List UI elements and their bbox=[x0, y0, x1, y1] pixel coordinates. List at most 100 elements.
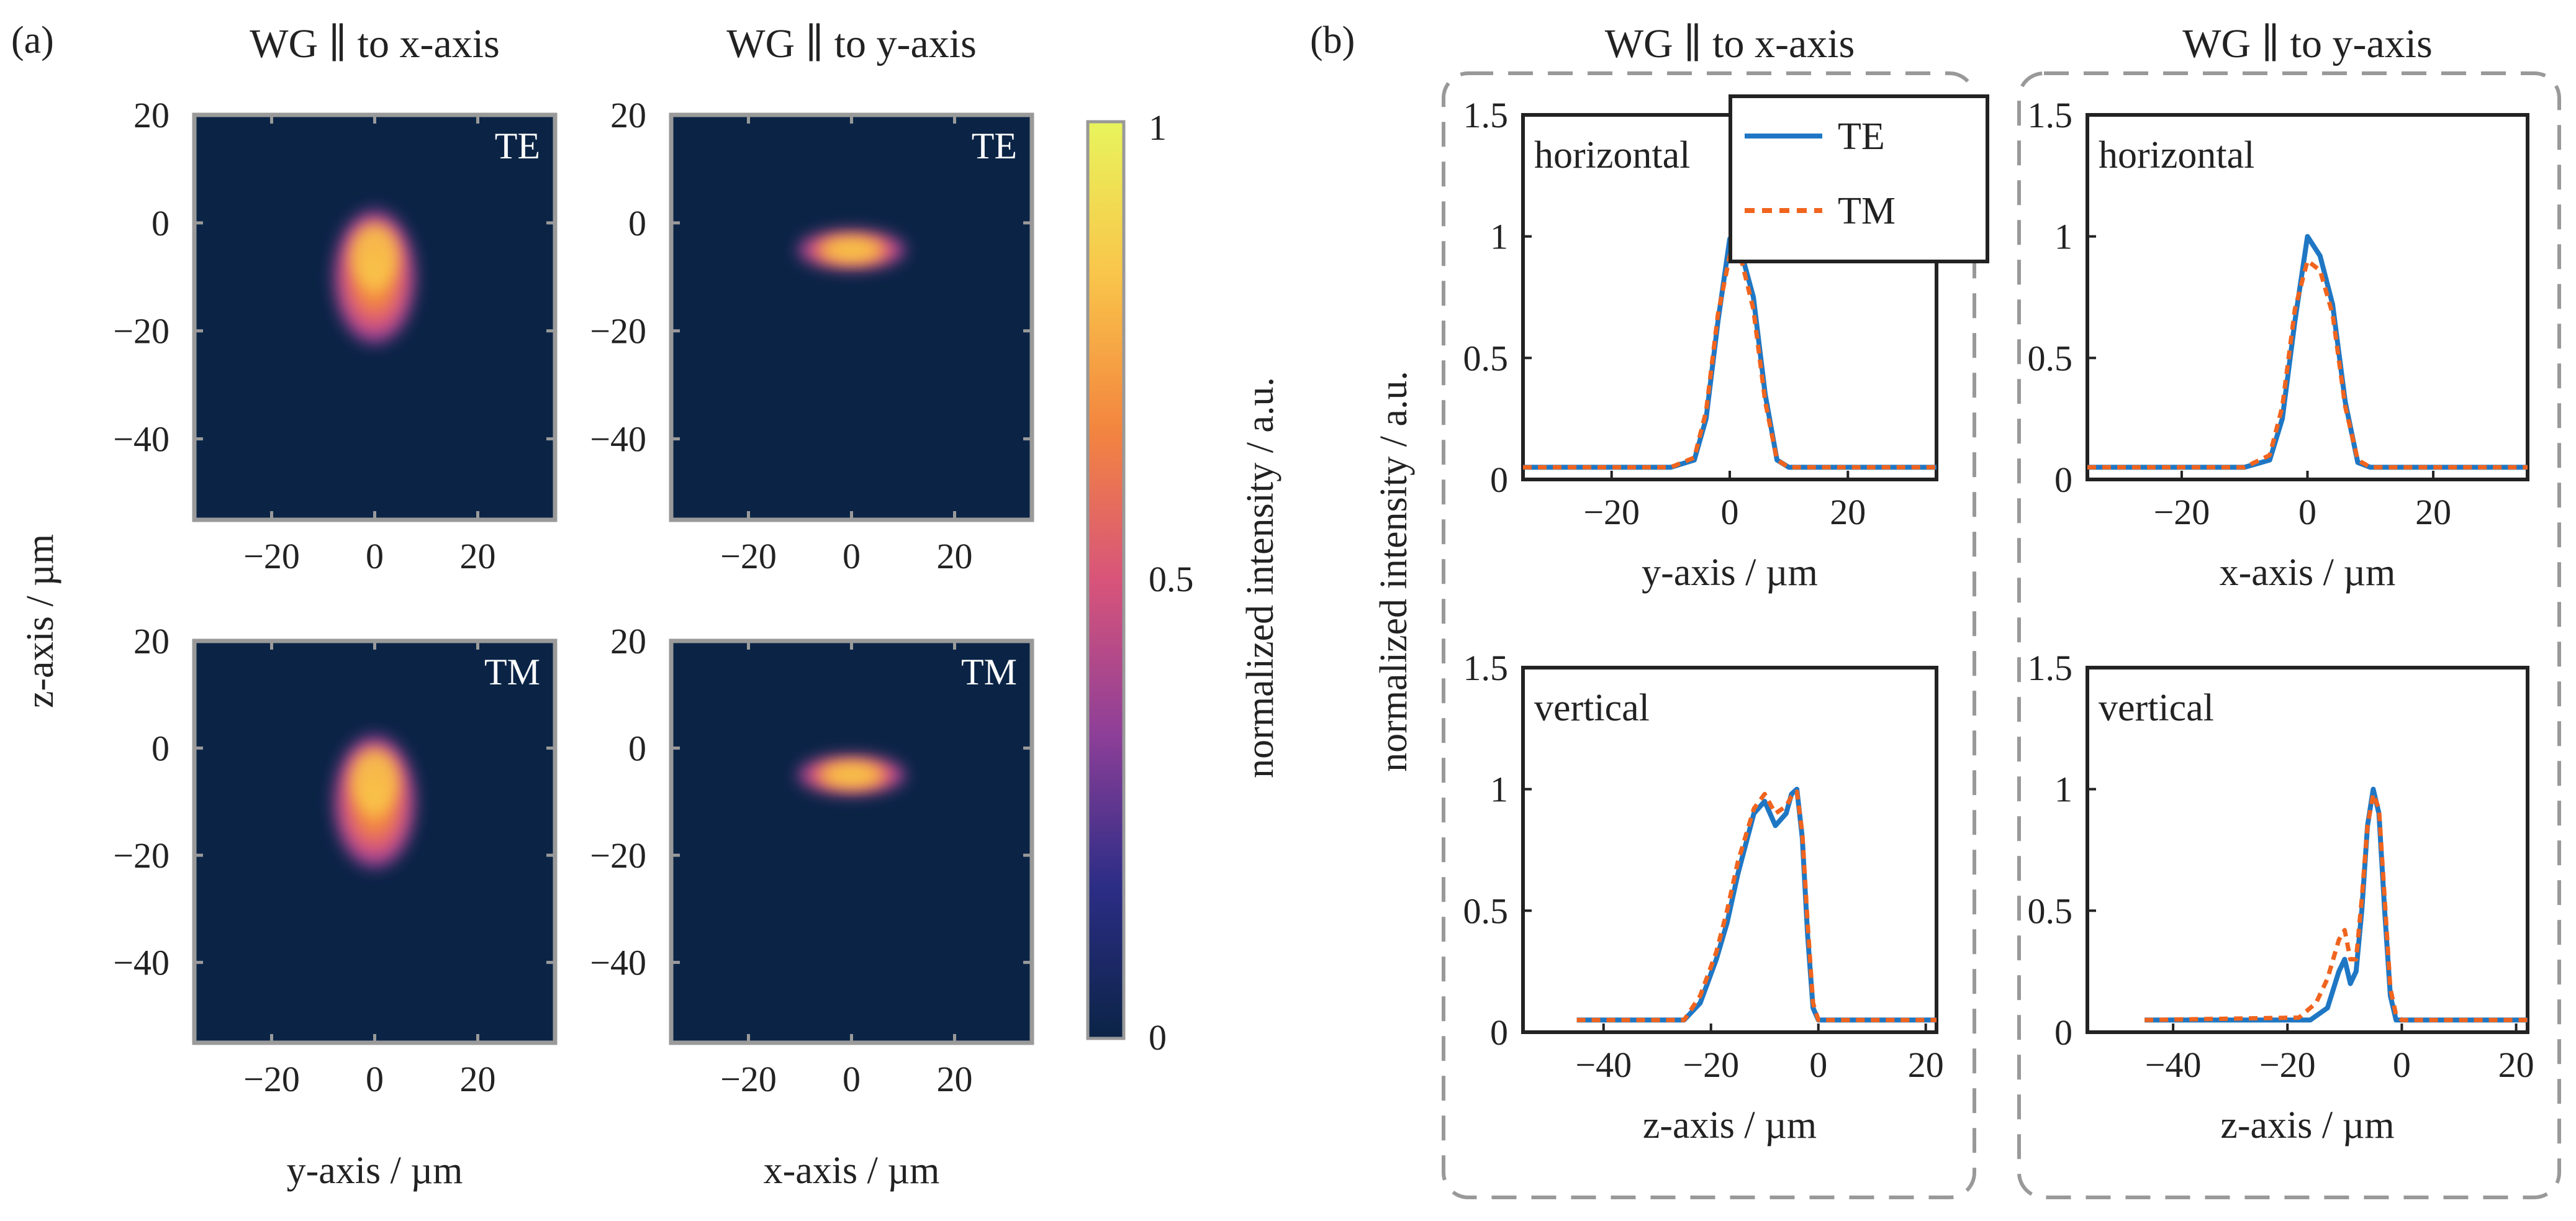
y-tick-label: 0 bbox=[1490, 460, 1508, 500]
group-box-wg-y bbox=[2017, 71, 2561, 1199]
heatmap-xlabel: y-axis / µm bbox=[287, 1150, 463, 1192]
x-tick-label: 20 bbox=[1908, 1045, 1944, 1085]
x-tick-label: −20 bbox=[243, 536, 300, 576]
y-tick-label: −40 bbox=[113, 419, 169, 460]
panel-b-ylabel: normalized intensity / a.u. bbox=[1373, 371, 1415, 772]
corner-label: TM bbox=[961, 651, 1017, 692]
series-line-tm bbox=[2087, 258, 2528, 470]
y-tick-label: 20 bbox=[610, 621, 646, 661]
y-tick-label: −20 bbox=[590, 835, 646, 876]
y-tick-label: 0 bbox=[2054, 460, 2072, 500]
x-tick-label: 20 bbox=[937, 1059, 973, 1099]
y-tick-label: 0 bbox=[628, 203, 646, 243]
y-tick-label: 20 bbox=[610, 95, 646, 135]
x-tick-label: −20 bbox=[720, 536, 777, 576]
y-tick-label: 0 bbox=[151, 203, 169, 243]
y-tick-label: 0.5 bbox=[1463, 891, 1509, 931]
chart-3: −20 0 20 20 0 −20 −40 TM x-axis / µm bbox=[590, 621, 1034, 1192]
heatmap-title: WG ∥ to y-axis bbox=[726, 21, 977, 66]
y-tick-label: 1 bbox=[1490, 769, 1508, 810]
y-tick-label: 1.5 bbox=[2028, 95, 2073, 135]
chart-7: −40 −20 0 20 0 0.5 1 1.5 vertical z-axis / µm bbox=[2028, 648, 2534, 1146]
x-tick-label: −20 bbox=[1583, 492, 1640, 532]
x-tick-label: 0 bbox=[1721, 492, 1739, 532]
plot-xlabel: y-axis / µm bbox=[1642, 551, 1818, 594]
series-line-tm bbox=[1576, 789, 1937, 1022]
intensity-peak bbox=[820, 238, 883, 261]
y-tick-label: −20 bbox=[113, 311, 169, 352]
heatmap-background bbox=[671, 115, 1032, 520]
corner-label: TM bbox=[484, 651, 540, 692]
y-tick-label: 1.5 bbox=[2028, 648, 2073, 688]
x-tick-label: −40 bbox=[2145, 1045, 2202, 1085]
y-tick-label: 1 bbox=[2054, 217, 2072, 257]
inside-label: horizontal bbox=[1534, 134, 1690, 176]
plot-xlabel: x-axis / µm bbox=[2220, 551, 2396, 594]
y-tick-label: 20 bbox=[133, 95, 169, 135]
colorbar-tick-mid: 0.5 bbox=[1149, 559, 1194, 599]
intensity-peak bbox=[351, 748, 399, 812]
plot-frame bbox=[1521, 666, 1938, 1034]
panel-a-ylabel: z-axis / µm bbox=[19, 534, 61, 708]
chart-5: −20 0 20 0 0.5 1 1.5 horizontal WG ∥ to y-axis x-… bbox=[2028, 21, 2529, 594]
heatmap-title: WG ∥ to x-axis bbox=[250, 21, 500, 66]
plot-xlabel: z-axis / µm bbox=[1643, 1104, 1817, 1146]
charts: −20 0 20 20 0 −20 −40 TE WG ∥ to x-axis −20 0 20 20 0… bbox=[113, 21, 2534, 1192]
inside-label: vertical bbox=[2099, 687, 2214, 729]
colorbar-tick-max: 1 bbox=[1149, 107, 1167, 148]
y-tick-label: 0 bbox=[628, 729, 646, 769]
x-tick-label: 20 bbox=[460, 536, 496, 576]
x-tick-label: −20 bbox=[243, 1059, 300, 1099]
series-line-tm bbox=[1523, 253, 1937, 470]
y-tick-label: 1.5 bbox=[1463, 95, 1509, 135]
y-tick-label: 20 bbox=[133, 621, 169, 661]
x-tick-label: 20 bbox=[2498, 1045, 2534, 1085]
y-tick-label: 0.5 bbox=[2028, 891, 2073, 931]
x-tick-label: −20 bbox=[720, 1059, 777, 1099]
plot-frame bbox=[2086, 666, 2529, 1034]
colorbar-label: normalized intensity / a.u. bbox=[1239, 377, 1281, 778]
y-tick-label: 0 bbox=[2054, 1012, 2072, 1053]
y-tick-label: −20 bbox=[113, 835, 169, 876]
legend-box bbox=[1729, 94, 1989, 263]
plot-frame bbox=[2086, 113, 2529, 481]
legend-te-label: TE bbox=[1838, 116, 1885, 158]
y-tick-label: 1 bbox=[1490, 217, 1508, 257]
x-tick-label: −20 bbox=[2259, 1045, 2316, 1085]
inside-label: vertical bbox=[1534, 687, 1650, 729]
x-tick-label: 0 bbox=[366, 1059, 384, 1099]
y-tick-label: 0.5 bbox=[2028, 338, 2073, 378]
heatmap-background bbox=[671, 641, 1032, 1043]
y-tick-label: −20 bbox=[590, 311, 646, 352]
x-tick-label: −20 bbox=[1683, 1045, 1739, 1085]
x-tick-label: 0 bbox=[366, 536, 384, 576]
x-tick-label: 0 bbox=[843, 1059, 861, 1099]
x-tick-label: 0 bbox=[2393, 1045, 2411, 1085]
plot-title: WG ∥ to x-axis bbox=[1605, 21, 1855, 66]
panel-b-letter: (b) bbox=[1310, 19, 1355, 61]
x-tick-label: 20 bbox=[1830, 492, 1866, 532]
y-tick-label: −40 bbox=[113, 943, 169, 983]
y-tick-label: −40 bbox=[590, 943, 646, 983]
y-tick-label: 0 bbox=[151, 729, 169, 769]
corner-label: TE bbox=[495, 125, 540, 166]
colorbar: 1 0.5 0 normalized intensity / a.u. bbox=[1086, 107, 1281, 1058]
chart-2: −20 0 20 20 0 −20 −40 TM y-axis / µm bbox=[113, 621, 558, 1192]
legend-tm-label: TM bbox=[1838, 190, 1896, 232]
x-tick-label: 0 bbox=[843, 536, 861, 576]
colorbar-tick-min: 0 bbox=[1149, 1017, 1167, 1058]
x-tick-label: 0 bbox=[1809, 1045, 1827, 1085]
x-tick-label: 20 bbox=[937, 536, 973, 576]
intensity-peak bbox=[351, 224, 399, 287]
y-tick-label: −40 bbox=[590, 419, 646, 460]
panel-a-letter: (a) bbox=[11, 19, 54, 61]
x-tick-label: 20 bbox=[460, 1059, 496, 1099]
plot-title: WG ∥ to y-axis bbox=[2182, 21, 2433, 66]
chart-0: −20 0 20 20 0 −20 −40 TE WG ∥ to x-axis bbox=[113, 21, 558, 576]
colorbar-bar bbox=[1086, 120, 1126, 1040]
y-tick-label: 1 bbox=[2054, 769, 2072, 810]
series-line-tm bbox=[2144, 792, 2528, 1022]
y-tick-label: 1.5 bbox=[1463, 648, 1509, 688]
x-tick-label: −40 bbox=[1575, 1045, 1632, 1085]
